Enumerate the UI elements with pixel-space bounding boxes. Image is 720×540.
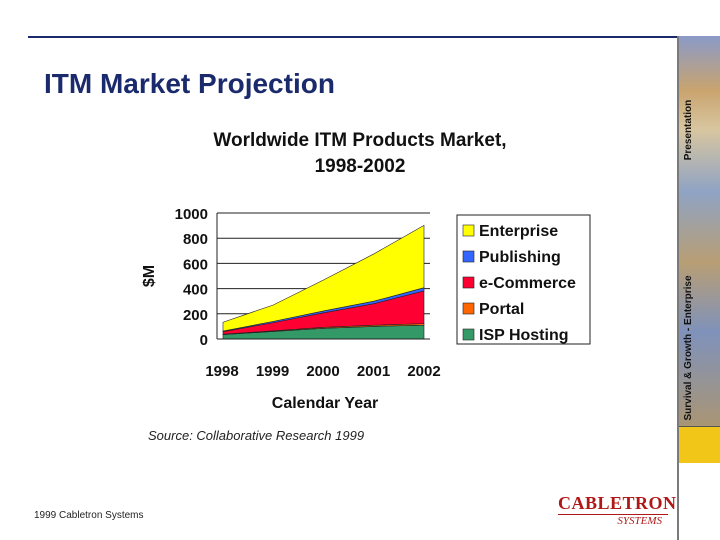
y-tick-label: 600 — [183, 256, 208, 273]
side-panel: Presentation Survival & Growth - Enterpr… — [679, 36, 720, 540]
y-axis-label: $M — [141, 265, 158, 287]
area-enterprise — [222, 224, 425, 332]
legend-label: Portal — [479, 301, 524, 318]
legend-swatch — [462, 276, 475, 289]
y-tick-label: 200 — [183, 307, 208, 324]
legend-swatch — [462, 250, 475, 263]
cabletron-logo: CABLETRON SYSTEMS — [558, 493, 677, 534]
y-tick-label: 1000 — [175, 206, 208, 223]
source-note: Source: Collaborative Research 1999 — [148, 428, 365, 443]
logo-subtext: SYSTEMS — [558, 514, 668, 528]
legend-box — [456, 214, 591, 345]
legend-label: Publishing — [479, 249, 561, 266]
x-tick-label: 2002 — [407, 363, 440, 380]
footer-copyright: 1999 Cabletron Systems — [34, 510, 144, 521]
legend-swatch — [462, 328, 475, 341]
x-axis-label: Calendar Year — [272, 395, 378, 412]
x-tick-label: 1998 — [205, 363, 238, 380]
legend-swatch — [462, 224, 475, 237]
side-decorative-image — [679, 36, 720, 426]
side-label-presentation: Presentation — [683, 99, 694, 161]
top-rule — [28, 36, 680, 38]
x-tick-label: 2001 — [357, 363, 390, 380]
side-label-survival: Survival & Growth - Enterprise — [683, 275, 694, 421]
legend-label: ISP Hosting — [479, 327, 569, 344]
chart-title-line: Worldwide ITM Products Market, — [213, 130, 506, 151]
slide-title: ITM Market Projection — [44, 68, 335, 99]
side-yellow-strip — [679, 426, 720, 464]
x-tick-label: 2000 — [306, 363, 339, 380]
market-chart: Worldwide ITM Products Market,1998-2002 … — [141, 130, 591, 412]
y-tick-label: 400 — [183, 282, 208, 299]
x-tick-label: 1999 — [256, 363, 289, 380]
legend-swatch — [462, 302, 475, 315]
logo-wordmark: CABLETRON — [558, 493, 677, 513]
legend-label: e-Commerce — [479, 275, 576, 292]
chart-title-line: 1998-2002 — [315, 156, 406, 177]
y-tick-label: 0 — [200, 332, 208, 349]
side-lower-panel — [679, 463, 720, 540]
side-divider — [677, 36, 679, 540]
legend-label: Enterprise — [479, 223, 558, 240]
y-tick-label: 800 — [183, 231, 208, 248]
